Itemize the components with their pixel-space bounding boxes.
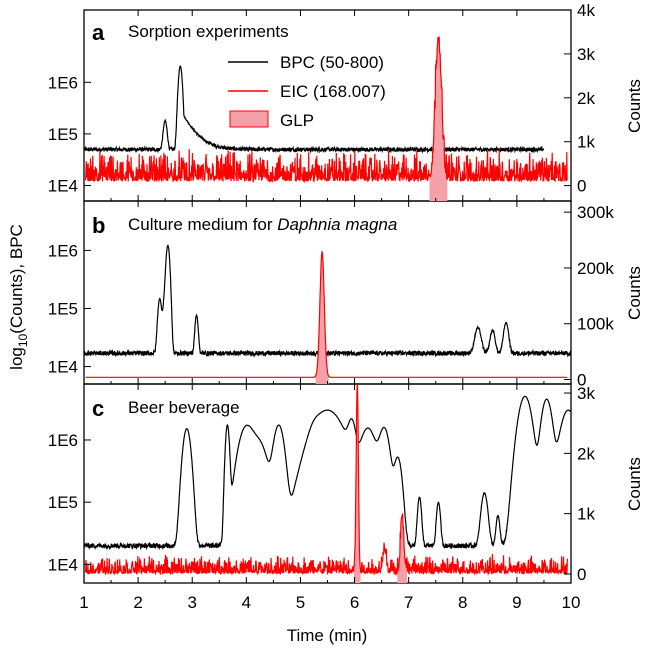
left-tick-label: 1E4 bbox=[48, 358, 78, 377]
y-axis-title-left: log10(Counts), BPC bbox=[7, 224, 30, 370]
panel-c-letter: c bbox=[92, 396, 104, 421]
bpc-trace-a bbox=[84, 65, 545, 154]
legend-bpc-label: BPC (50-800) bbox=[280, 53, 384, 72]
x-tick-label: 4 bbox=[242, 593, 251, 612]
x-tick-label: 7 bbox=[404, 593, 413, 612]
eic-trace-b bbox=[85, 250, 568, 378]
left-tick-label: 1E5 bbox=[48, 299, 78, 318]
eic-trace-a bbox=[85, 36, 568, 184]
left-tick-label: 1E4 bbox=[48, 177, 78, 196]
left-tick-label: 1E6 bbox=[48, 73, 78, 92]
left-tick-label: 1E6 bbox=[48, 241, 78, 260]
panel-c-right-axis-title: Counts bbox=[625, 457, 644, 511]
y-axis-title-rest: (Counts), BPC bbox=[7, 224, 26, 334]
right-tick-label: 2k bbox=[577, 89, 595, 108]
right-tick-label: 1k bbox=[577, 133, 595, 152]
right-tick-label: 200k bbox=[577, 259, 614, 278]
right-tick-label: 0 bbox=[577, 371, 586, 390]
legend-glp-swatch bbox=[229, 110, 269, 128]
panel-b-title-pre: Culture medium for bbox=[128, 215, 277, 234]
glp-area-c bbox=[397, 516, 407, 583]
right-tick-label: 0 bbox=[577, 177, 586, 196]
panel-b-title: Culture medium for Daphnia magna bbox=[128, 215, 397, 234]
x-tick-label: 3 bbox=[187, 593, 196, 612]
x-axis-title: Time (min) bbox=[287, 626, 368, 645]
x-tick-label: 5 bbox=[296, 593, 305, 612]
panel-b-right-axis-title: Counts bbox=[625, 266, 644, 320]
panel-a-right-axis-title: Counts bbox=[625, 79, 644, 133]
legend-eic-label: EIC (168.007) bbox=[280, 82, 386, 101]
right-tick-label: 2k bbox=[577, 444, 595, 463]
x-tick-label: 1 bbox=[79, 593, 88, 612]
panel-a-letter: a bbox=[92, 20, 105, 45]
y-axis-title-sub: 10 bbox=[16, 333, 30, 347]
panel-c-title: Beer beverage bbox=[128, 398, 240, 417]
right-tick-label: 3k bbox=[577, 45, 595, 64]
bpc-trace-c bbox=[84, 395, 571, 551]
eic-trace-c bbox=[85, 384, 568, 576]
trace-layer bbox=[84, 36, 571, 583]
left-tick-label: 1E6 bbox=[48, 431, 78, 450]
right-tick-label: 100k bbox=[577, 315, 614, 334]
x-tick-label: 2 bbox=[133, 593, 142, 612]
bpc-trace-b bbox=[84, 244, 571, 358]
right-tick-label: 300k bbox=[577, 203, 614, 222]
right-tick-label: 1k bbox=[577, 505, 595, 524]
right-tick-label: 0 bbox=[577, 565, 586, 584]
left-tick-label: 1E5 bbox=[48, 125, 78, 144]
legend-glp-label: GLP bbox=[280, 111, 314, 130]
y-axis-title-log: log bbox=[7, 347, 26, 370]
x-tick-label: 6 bbox=[350, 593, 359, 612]
left-tick-label: 1E5 bbox=[48, 493, 78, 512]
glp-area-a bbox=[429, 36, 448, 201]
x-tick-label: 10 bbox=[562, 593, 581, 612]
panel-b-letter: b bbox=[92, 213, 105, 238]
x-tick-label: 8 bbox=[458, 593, 467, 612]
left-tick-label: 1E4 bbox=[48, 555, 78, 574]
right-tick-label: 4k bbox=[577, 1, 595, 20]
x-tick-label: 9 bbox=[512, 593, 521, 612]
panel-b-title-italic: Daphnia magna bbox=[277, 215, 397, 234]
panel-a-title: Sorption experiments bbox=[128, 22, 289, 41]
tick-layer: 1 2 3 4 5 6 7 8 9 10 1E6 1E5 1E4 4k 3k 2k 1k 0 1E6 1E5 1E4 30… bbox=[48, 1, 615, 612]
right-tick-label: 3k bbox=[577, 384, 595, 403]
legend: BPC (50-800) EIC (168.007) GLP bbox=[228, 53, 386, 130]
